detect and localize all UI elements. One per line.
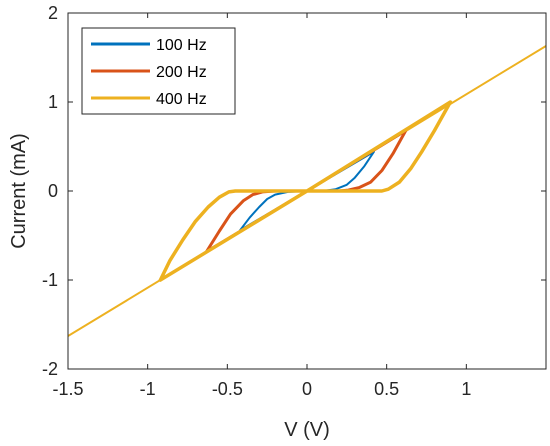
x-axis-title: V (V) [284, 419, 330, 441]
y-tick-label: -2 [42, 359, 58, 379]
series-line-3 [158, 100, 453, 282]
legend-label: 200 Hz [156, 64, 207, 81]
legend-label: 100 Hz [156, 37, 207, 54]
legend-label: 400 Hz [156, 91, 207, 108]
y-tick-label: 0 [48, 181, 58, 201]
x-tick-label: -0.5 [212, 379, 243, 399]
y-tick-label: -1 [42, 270, 58, 290]
x-tick-label: -1 [140, 379, 156, 399]
y-axis-title: Current (mA) [8, 133, 30, 249]
y-tick-label: 1 [48, 92, 58, 112]
axes: -1.5 -1 -0.5 0 0.5 1 -2 -1 0 1 2 [42, 3, 547, 399]
y-tick-label: 2 [48, 3, 58, 23]
plot-lines [68, 45, 546, 337]
legend: 100 Hz 200 Hz 400 Hz [81, 27, 236, 115]
x-tick-label: -1.5 [52, 379, 83, 399]
x-tick-label: 0.5 [374, 379, 399, 399]
x-tick-label: 0 [302, 379, 312, 399]
x-tick-label: 1 [461, 379, 471, 399]
